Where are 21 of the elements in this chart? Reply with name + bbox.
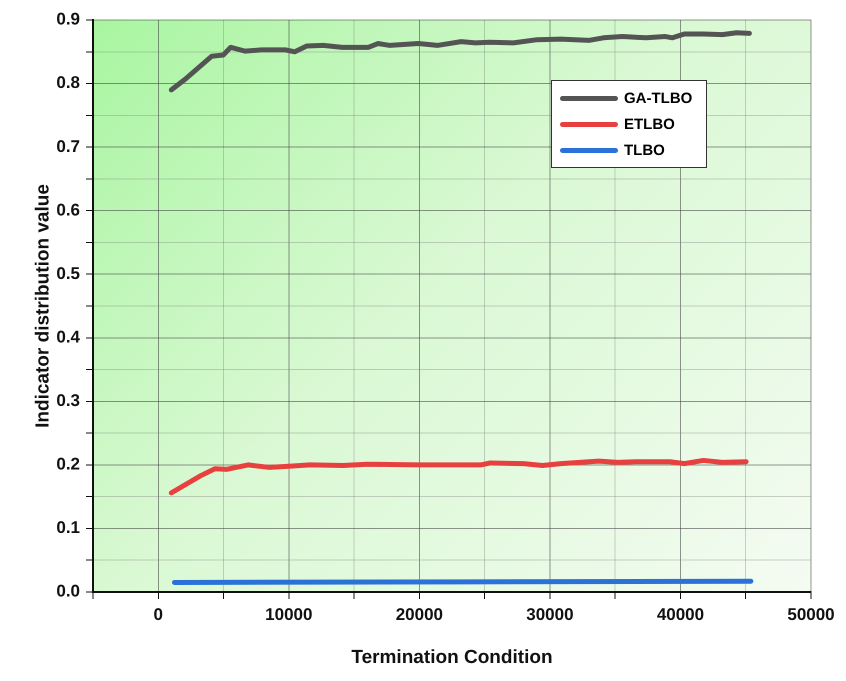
y-tick-label: 0.5 <box>56 264 80 283</box>
x-tick-label: 30000 <box>526 604 574 624</box>
y-tick-label: 0.6 <box>56 200 80 220</box>
x-tick-label: 40000 <box>656 604 704 624</box>
legend-label: TLBO <box>624 142 665 158</box>
y-tick-label: 0.9 <box>56 10 80 29</box>
x-tick-label: 0 <box>154 604 164 624</box>
x-tick-label: 10000 <box>265 604 312 624</box>
y-tick-label: 0.7 <box>56 136 80 156</box>
y-tick-label: 0.4 <box>56 327 81 346</box>
y-tick-label: 0.8 <box>56 73 80 92</box>
y-axis-title: Indicator distribution value <box>32 184 54 428</box>
text: 0.0 <box>56 582 80 601</box>
legend-label: GA-TLBO <box>624 90 692 106</box>
y-tick-label: 0.3 <box>56 391 80 410</box>
x-axis-title: Termination Condition <box>351 646 553 668</box>
legend-label: ETLBO <box>624 116 675 132</box>
x-tick-label: 20000 <box>396 604 444 624</box>
y-tick-label: 0.2 <box>56 454 80 474</box>
y-tick-label: 0.1 <box>56 518 80 538</box>
x-tick-label: 50000 <box>787 604 835 624</box>
